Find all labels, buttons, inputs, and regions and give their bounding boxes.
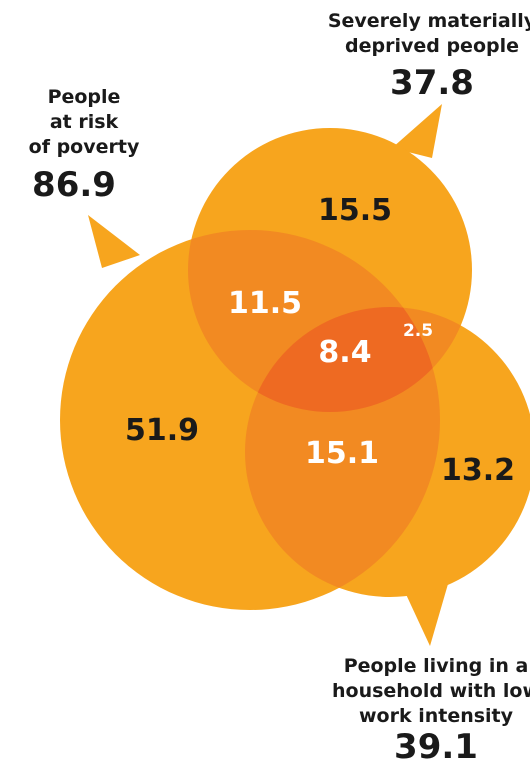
lowwork-callout-tail — [404, 584, 448, 646]
lowwork-caption-line2: household with low — [332, 680, 530, 702]
overlap-all-three — [245, 307, 440, 412]
deprived-caption-line2: deprived people — [345, 35, 519, 57]
deprived-callout-tail — [392, 104, 442, 158]
lowwork-caption-line3: work intensity — [359, 705, 514, 727]
poverty-caption-line3: of poverty — [29, 136, 140, 158]
region-deprived-lowwork: 2.5 — [403, 321, 433, 341]
poverty-total: 86.9 — [32, 165, 116, 205]
region-poverty-deprived: 11.5 — [228, 286, 302, 321]
region-poverty-only: 51.9 — [125, 413, 199, 448]
region-lowwork-only: 13.2 — [441, 453, 515, 488]
region-all-three: 8.4 — [318, 335, 371, 370]
region-deprived-only: 15.5 — [318, 193, 392, 228]
lowwork-caption-line1: People living in a — [344, 655, 529, 677]
poverty-caption-line1: People — [48, 86, 121, 108]
poverty-callout-tail — [88, 215, 140, 268]
region-poverty-lowwork: 15.1 — [305, 436, 379, 471]
lowwork-total: 39.1 — [394, 727, 478, 762]
poverty-caption-line2: at risk — [50, 111, 119, 133]
deprived-caption-line1: Severely materially — [328, 10, 530, 32]
deprived-total: 37.8 — [390, 63, 474, 103]
